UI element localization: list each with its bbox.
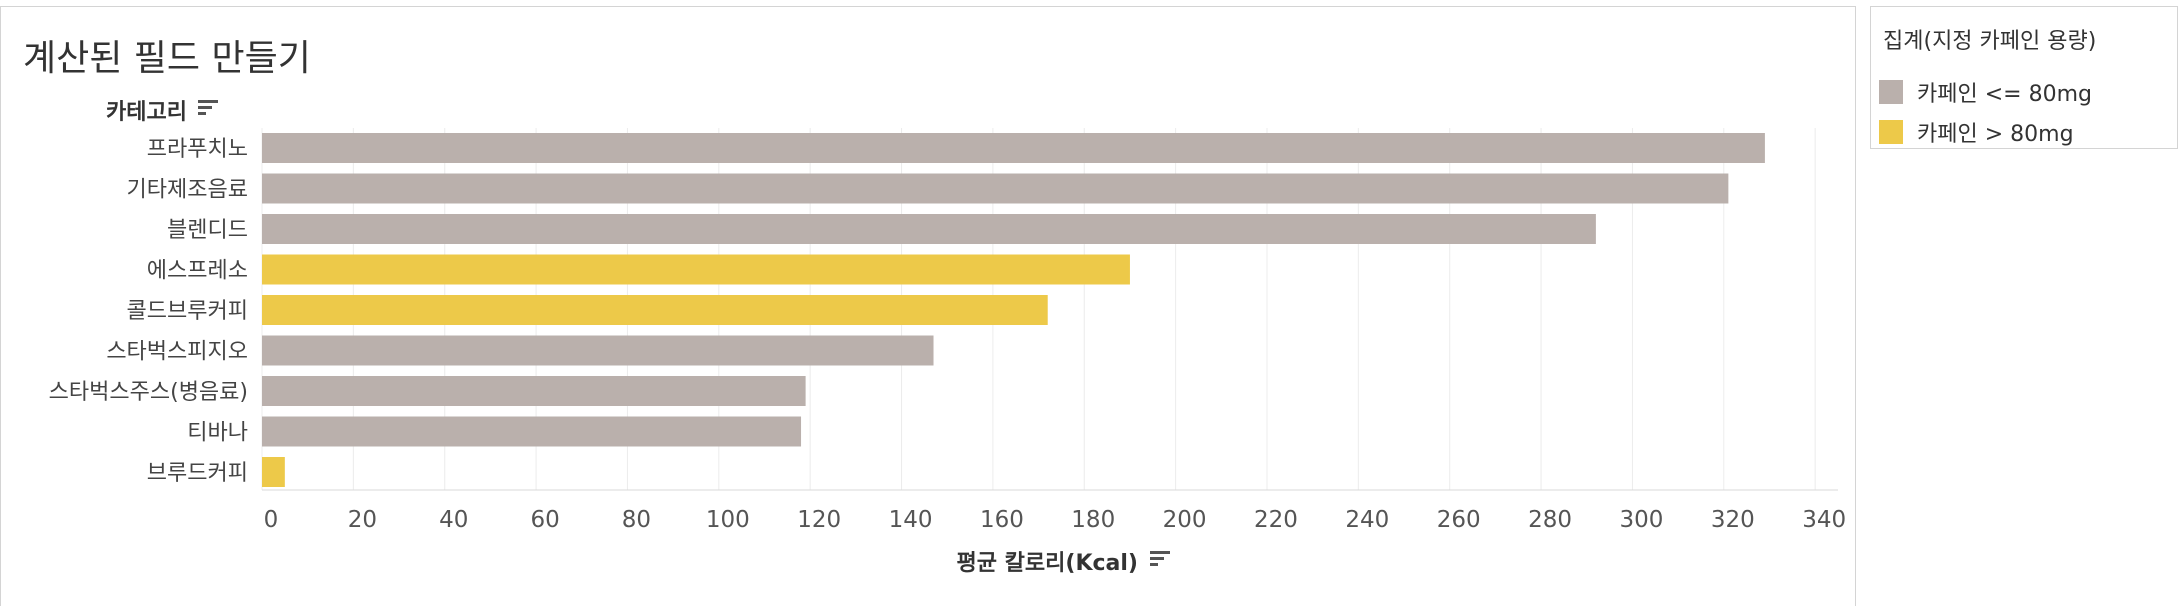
- category-label: 티바나: [187, 421, 248, 446]
- category-label: 프라푸치노: [147, 137, 248, 162]
- legend-swatch: [1879, 80, 1903, 104]
- bar[interactable]: [262, 335, 934, 366]
- x-tick-label: 300: [1619, 507, 1663, 533]
- category-label: 콜드브루커피: [127, 299, 248, 324]
- legend-swatch: [1879, 120, 1903, 144]
- y-axis-sort-icon[interactable]: [198, 100, 218, 115]
- x-tick-label: 240: [1345, 507, 1389, 533]
- legend-label: 카페인 > 80mg: [1917, 122, 2074, 147]
- x-axis-sort-icon[interactable]: [1150, 551, 1170, 566]
- x-tick-label: 100: [706, 507, 750, 533]
- x-tick-label: 0: [264, 507, 279, 533]
- category-label: 스타벅스피지오: [106, 340, 248, 365]
- x-tick-label: 40: [439, 507, 468, 533]
- legend-title: 집계(지정 카페인 용량): [1883, 29, 2097, 54]
- bar[interactable]: [262, 295, 1048, 325]
- category-labels: 프라푸치노기타제조음료블렌디드에스프레소콜드브루커피스타벅스피지오스타벅스주스(…: [49, 137, 248, 486]
- x-tick-label: 340: [1802, 507, 1846, 533]
- x-tick-label: 120: [797, 507, 841, 533]
- bar[interactable]: [262, 376, 806, 406]
- x-axis-title: 평균 칼로리(Kcal): [957, 551, 1138, 576]
- x-tick-labels: 0 20 40 60 80 100 120 140 160 180 200 220 240 260 280 3…: [264, 507, 1846, 533]
- bar[interactable]: [262, 457, 285, 487]
- category-label: 기타제조음료: [127, 178, 248, 203]
- x-tick-label: 60: [530, 507, 559, 533]
- bar[interactable]: [262, 254, 1130, 285]
- x-tick-label: 260: [1437, 507, 1481, 533]
- category-label: 스타벅스주스(병음료): [49, 380, 248, 405]
- legend-item-high-caffeine[interactable]: 카페인 > 80mg: [1879, 117, 2074, 147]
- bar[interactable]: [262, 214, 1596, 244]
- bars: [262, 133, 1765, 487]
- x-tick-label: 180: [1071, 507, 1115, 533]
- x-tick-label: 20: [348, 507, 377, 533]
- bar[interactable]: [262, 173, 1729, 204]
- x-tick-label: 200: [1163, 507, 1207, 533]
- category-label: 브루드커피: [147, 461, 248, 486]
- x-tick-label: 140: [889, 507, 933, 533]
- x-tick-label: 320: [1711, 507, 1755, 533]
- legend-item-low-caffeine[interactable]: 카페인 <= 80mg: [1879, 77, 2092, 107]
- category-label: 블렌디드: [167, 218, 248, 243]
- x-tick-label: 220: [1254, 507, 1298, 533]
- x-tick-label: 80: [622, 507, 651, 533]
- bar[interactable]: [262, 416, 802, 447]
- bar-chart: 프라푸치노기타제조음료블렌디드에스프레소콜드브루커피스타벅스피지오스타벅스주스(…: [49, 100, 1846, 576]
- legend: 집계(지정 카페인 용량) 카페인 <= 80mg 카페인 > 80mg: [1870, 6, 2178, 149]
- chart-title: 계산된 필드 만들기: [23, 38, 311, 79]
- x-tick-label: 160: [980, 507, 1024, 533]
- x-tick-label: 280: [1528, 507, 1572, 533]
- legend-label: 카페인 <= 80mg: [1917, 82, 2092, 107]
- category-label: 에스프레소: [147, 259, 248, 284]
- bar[interactable]: [262, 133, 1765, 163]
- y-axis-title: 카테고리: [106, 100, 187, 125]
